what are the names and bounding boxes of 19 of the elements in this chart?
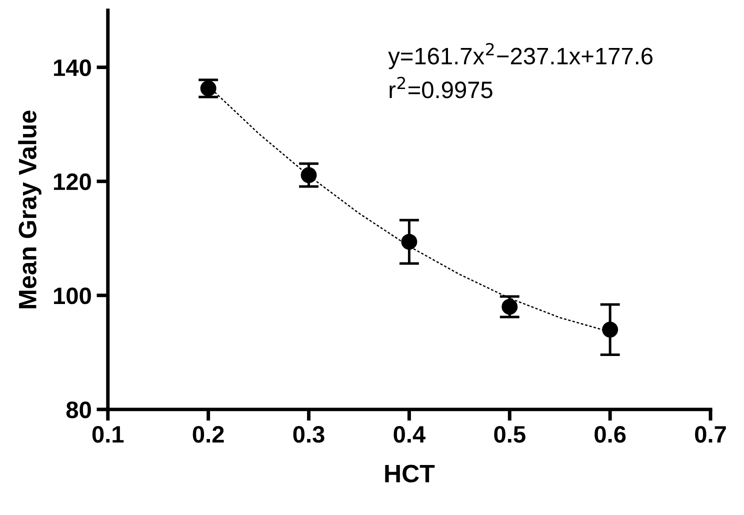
point	[300, 167, 317, 184]
point	[502, 298, 518, 315]
point	[602, 322, 618, 338]
x-tick-label: 0.6	[594, 426, 626, 443]
point	[401, 234, 418, 250]
x-tick-label: 0.5	[494, 426, 526, 443]
y-tick-label: 140	[54, 59, 91, 76]
x-tick-label: 0.2	[192, 426, 224, 443]
annotation: y=161.7x$^{2}$−237.1x+177.6	[388, 42, 652, 70]
x-tick-label: 0.7	[695, 426, 726, 443]
y-tick-label: 80	[66, 401, 91, 418]
y-tick-label: 120	[54, 173, 91, 190]
annotation: r$^{2}$=0.9975	[390, 76, 492, 98]
y-tick-label: 100	[54, 287, 91, 304]
x-tick-label: 0.3	[293, 426, 324, 443]
x-tick-label: 0.1	[92, 426, 124, 443]
y-axis-title: Mean Gray Value	[18, 110, 42, 308]
x-axis-title: HCT	[385, 464, 435, 482]
x-tick-label: 0.4	[394, 426, 426, 443]
